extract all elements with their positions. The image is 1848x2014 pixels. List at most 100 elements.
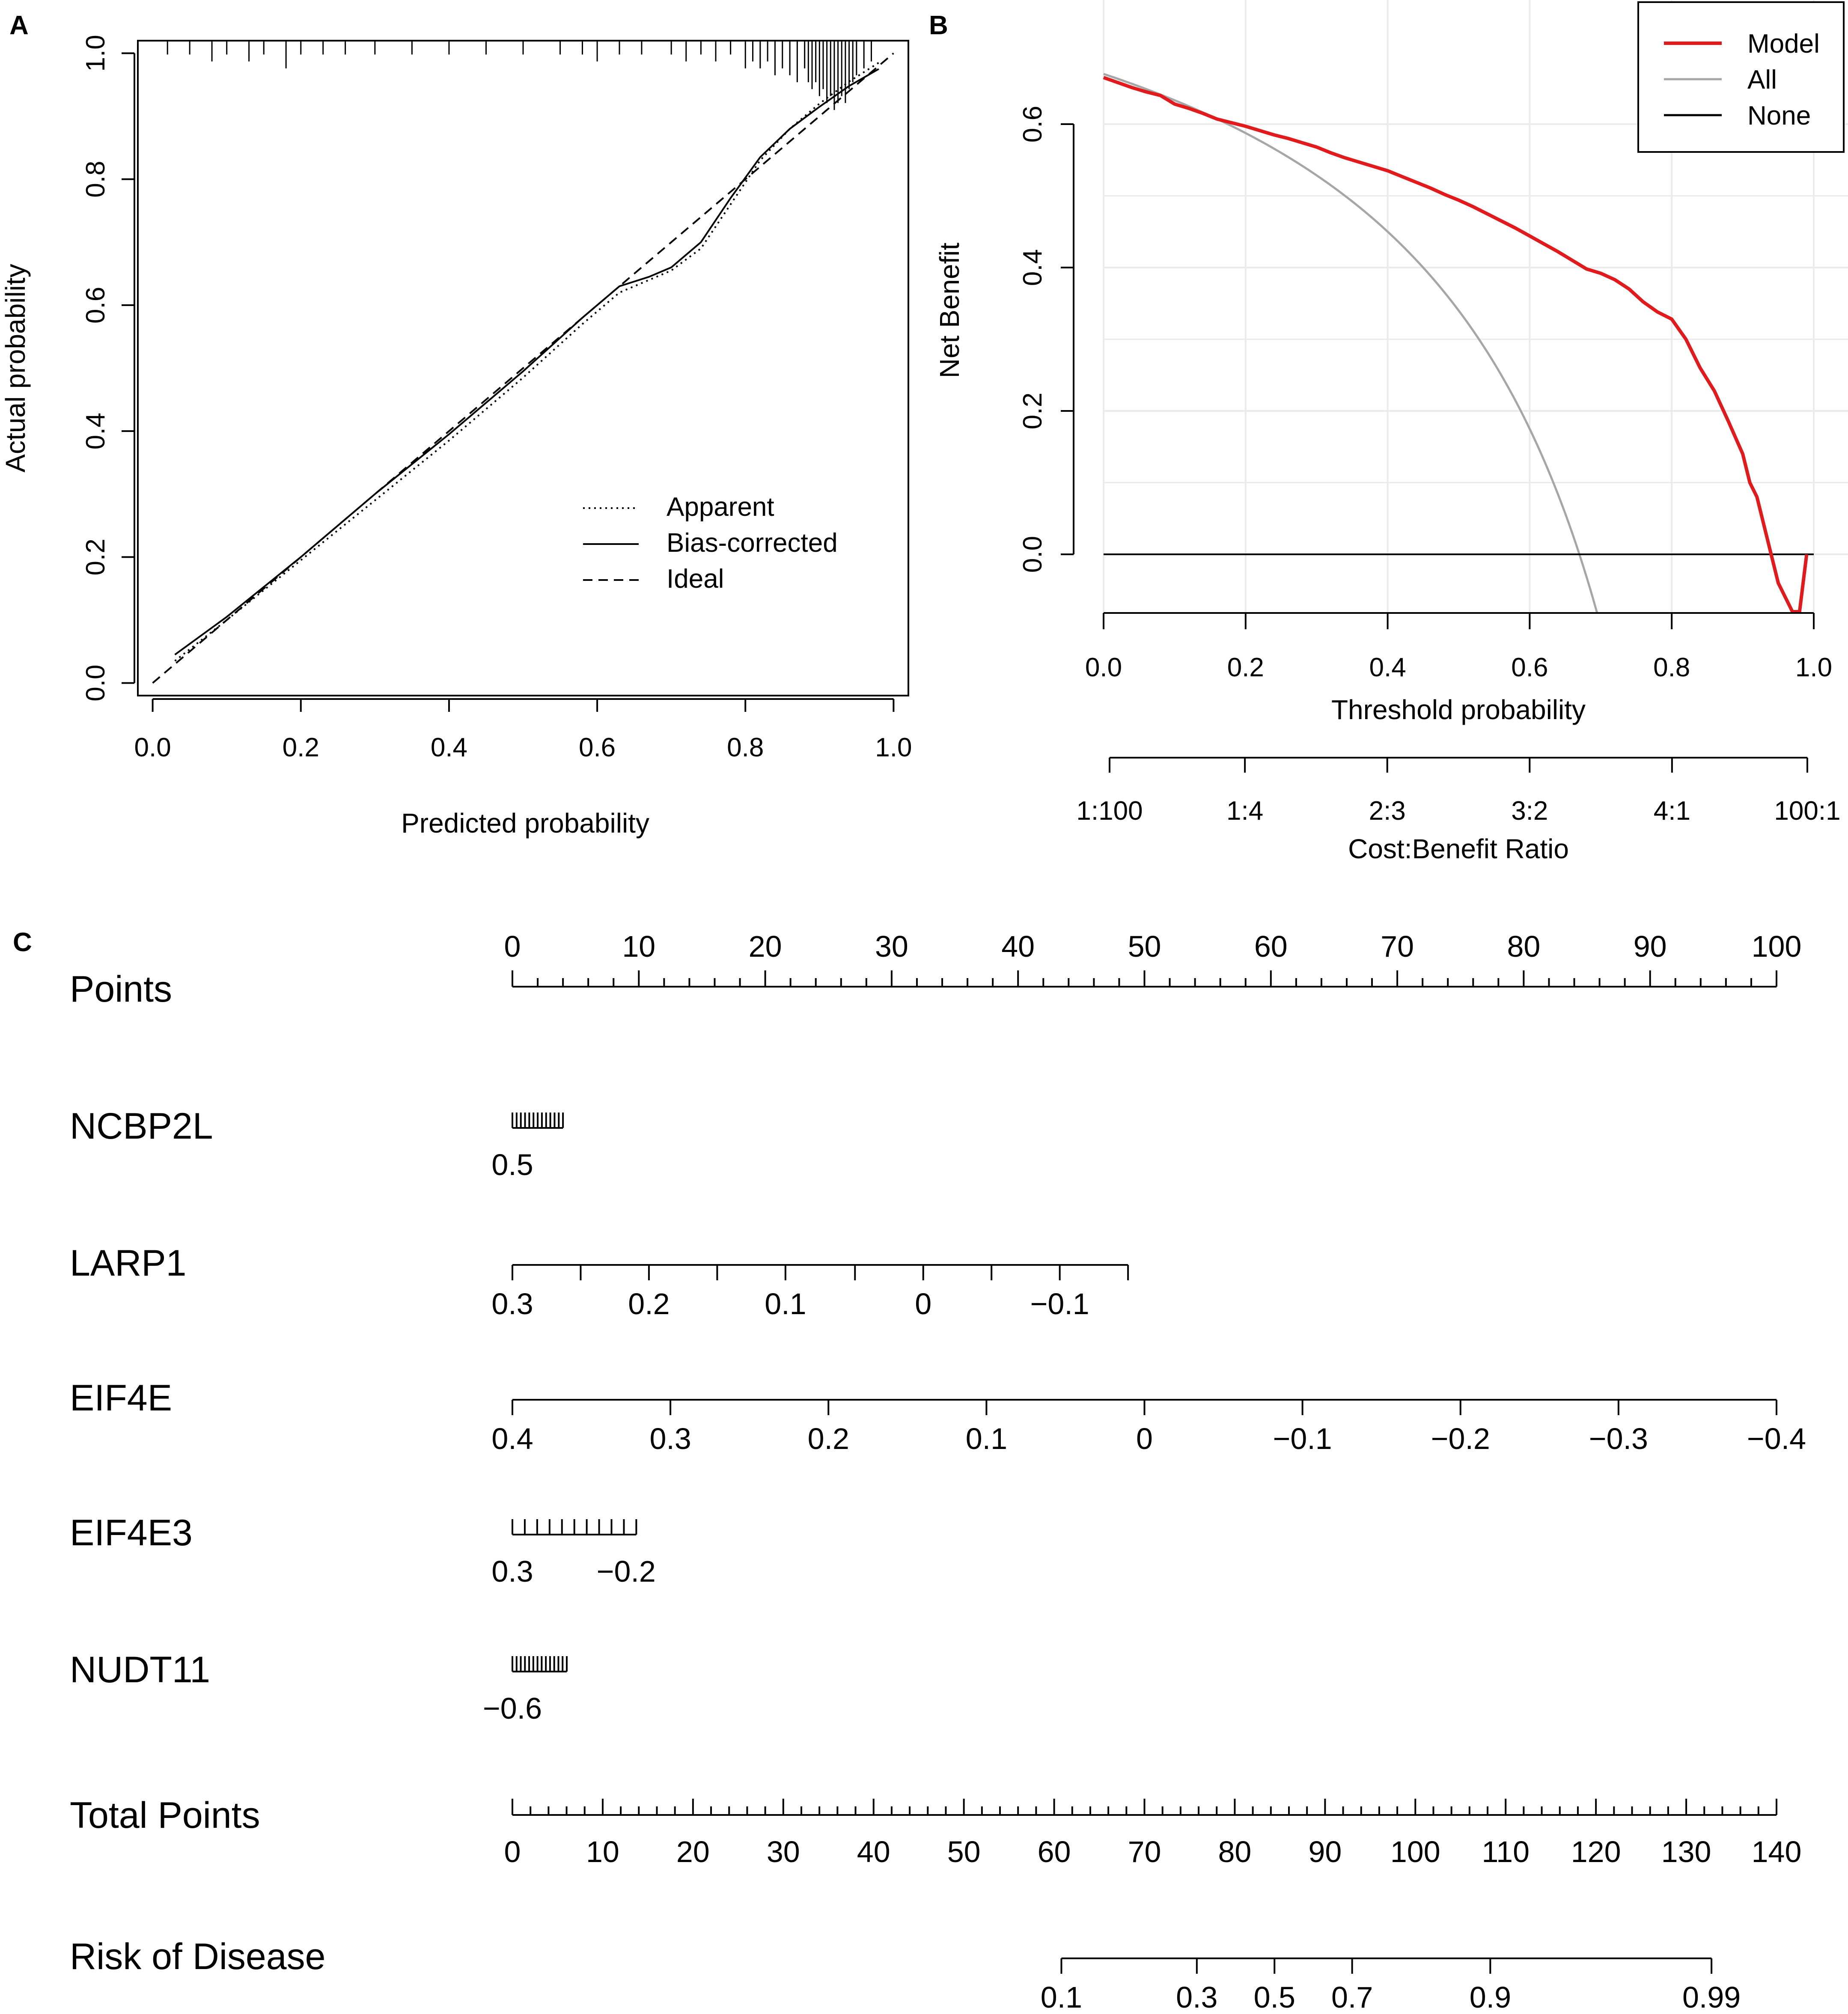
nomogram-tick-label: 0 bbox=[504, 930, 521, 963]
calibration-x-tick-label: 0.6 bbox=[579, 733, 616, 762]
decision-y-tick-label: 0.4 bbox=[1018, 249, 1047, 286]
nomogram-tick-label: 100 bbox=[1390, 1835, 1440, 1868]
nomogram-tick-label: 90 bbox=[1308, 1835, 1342, 1868]
nomogram-tick-label: 0.1 bbox=[765, 1287, 806, 1321]
decision-x-tick-label: 0.8 bbox=[1653, 653, 1690, 682]
nomogram-row-name: Total Points bbox=[70, 1795, 260, 1836]
nomogram-tick-label: −0.3 bbox=[1589, 1422, 1648, 1455]
decision-curve-plot-area: 0.0 0.2 0.4 0.6 0.0 0.2 0.4 0.6 0.8 1.0 1:100 1:4 2:… bbox=[1018, 0, 1848, 826]
calibration-legend-label: Bias-corrected bbox=[667, 528, 838, 558]
nomogram-tick-label: 120 bbox=[1571, 1835, 1621, 1868]
nomogram-tick-label: 40 bbox=[857, 1835, 890, 1868]
panel-label-a: A bbox=[9, 11, 29, 40]
nomogram-tick-label: 0.5 bbox=[1254, 1981, 1295, 2014]
nomogram-row-larp1: LARP1 0.3 0.2 0.1 0 −0.1 bbox=[70, 1243, 1129, 1321]
nomogram-tick-label: −0.1 bbox=[1273, 1422, 1332, 1455]
calibration-x-tick-label: 0.2 bbox=[283, 733, 319, 762]
nomogram-tick-label: 0.3 bbox=[491, 1555, 533, 1588]
nomogram-tick-label: −0.2 bbox=[597, 1555, 656, 1588]
nomogram-tick-label: 130 bbox=[1661, 1835, 1711, 1868]
cost-benefit-tick-label: 1:100 bbox=[1076, 796, 1143, 826]
nomogram-tick-label: 0.2 bbox=[628, 1287, 670, 1321]
nomogram-tick-label: 140 bbox=[1752, 1835, 1802, 1868]
nomogram-tick-label: 20 bbox=[676, 1835, 710, 1868]
nomogram-tick-label: 60 bbox=[1038, 1835, 1071, 1868]
nomogram-tick-label: 70 bbox=[1381, 930, 1414, 963]
calibration-legend-label: Apparent bbox=[667, 492, 774, 522]
nomogram-tick-label: 0.4 bbox=[491, 1422, 533, 1455]
calibration-x-tick-label: 0.4 bbox=[431, 733, 467, 762]
nomogram-row-ncbp2l: NCBP2L 0.5 bbox=[70, 1106, 564, 1181]
calibration-y-tick-label: 0.0 bbox=[81, 664, 110, 701]
nomogram-tick-label: 30 bbox=[875, 930, 908, 963]
calibration-y-tick-label: 1.0 bbox=[81, 35, 110, 71]
decision-x-tick-label: 0.2 bbox=[1227, 653, 1264, 682]
decision-x-tick-label: 1.0 bbox=[1795, 653, 1832, 682]
nomogram-tick-label: −0.1 bbox=[1030, 1287, 1089, 1321]
nomogram-tick-label: 50 bbox=[1128, 930, 1161, 963]
nomogram-tick-label: −0.2 bbox=[1431, 1422, 1490, 1455]
decision-y-tick-label: 0.0 bbox=[1018, 536, 1047, 573]
nomogram-row-name: EIF4E bbox=[70, 1377, 172, 1419]
nomogram-tick-label: 60 bbox=[1254, 930, 1288, 963]
nomogram-tick-label: 0.1 bbox=[1041, 1981, 1082, 2014]
decision-x-axis-title: Threshold probability bbox=[1331, 694, 1586, 725]
nomogram-tick-label: 110 bbox=[1482, 1835, 1530, 1868]
panel-label-b: B bbox=[929, 11, 948, 40]
decision-x-tick-label: 0.4 bbox=[1369, 653, 1406, 682]
decision-y-tick-label: 0.6 bbox=[1018, 106, 1047, 143]
nomogram-tick-label: 40 bbox=[1001, 930, 1035, 963]
cost-benefit-tick-label: 3:2 bbox=[1511, 796, 1548, 826]
nomogram-tick-label: 70 bbox=[1128, 1835, 1161, 1868]
nomogram-row-nudt11: NUDT11 −0.6 bbox=[70, 1649, 568, 1725]
nomogram-tick-label: 0.5 bbox=[491, 1148, 533, 1181]
nomogram-tick-label: 0 bbox=[1136, 1422, 1153, 1455]
nomogram-tick-label: 10 bbox=[586, 1835, 619, 1868]
calibration-plot-area: 0.0 0.2 0.4 0.6 0.8 1.0 0.0 0.2 0.4 0.6 0.8 1.0 Appa… bbox=[81, 35, 912, 762]
nomogram-tick-label: 20 bbox=[749, 930, 782, 963]
calibration-x-tick-label: 0.8 bbox=[727, 733, 764, 762]
nomogram-tick-label: 80 bbox=[1218, 1835, 1251, 1868]
decision-legend-label: Model bbox=[1747, 29, 1820, 59]
calibration-series-solid bbox=[174, 68, 879, 655]
cost-benefit-tick-label: 4:1 bbox=[1654, 796, 1690, 826]
calibration-legend-label: Ideal bbox=[667, 564, 724, 594]
decision-x-tick-label: 0.6 bbox=[1511, 653, 1548, 682]
nomogram-row-points: Points 0 10 20 30 40 50 60 70 80 90 100 bbox=[70, 930, 1801, 1010]
nomogram-row-total-points: Total Points 0 10 20 30 40 50 60 70 80 90 100 110 120… bbox=[70, 1795, 1801, 1868]
cost-benefit-tick-label: 1:4 bbox=[1226, 796, 1263, 826]
calibration-y-tick-label: 0.6 bbox=[81, 287, 110, 324]
decision-legend-box bbox=[1637, 1, 1845, 153]
panel-label-c: C bbox=[13, 928, 32, 957]
nomogram-row-name: Points bbox=[70, 969, 172, 1010]
nomogram-tick-label: 0.3 bbox=[491, 1287, 533, 1321]
nomogram-row-name: NCBP2L bbox=[70, 1106, 213, 1147]
cost-benefit-tick-label: 100:1 bbox=[1774, 796, 1840, 826]
nomogram-tick-label: 30 bbox=[767, 1835, 800, 1868]
calibration-series-dashed bbox=[152, 52, 894, 684]
nomogram-row-eif4e3: EIF4E3 0.3 −0.2 bbox=[70, 1512, 656, 1588]
nomogram-tick-label: 0.2 bbox=[808, 1422, 849, 1455]
nomogram-row-risk: Risk of Disease 0.1 0.3 0.5 0.7 0.9 0.99 bbox=[70, 1936, 1741, 2014]
calibration-chart: A 0.0 0.2 0.4 0.6 0.8 1.0 0.0 0.2 0.4 0.6 0.8 1.0 Ap… bbox=[0, 11, 912, 839]
nomogram-tick-label: 10 bbox=[622, 930, 655, 963]
calibration-x-axis-title: Predicted probability bbox=[401, 808, 649, 839]
nomogram-row-name: NUDT11 bbox=[70, 1649, 210, 1690]
calibration-y-tick-label: 0.4 bbox=[81, 413, 110, 449]
nomogram-tick-label: 100 bbox=[1752, 930, 1802, 963]
nomogram-tick-label: 0.1 bbox=[966, 1422, 1007, 1455]
nomogram-tick-label: 0.3 bbox=[1176, 1981, 1217, 2014]
nomogram-row-name: LARP1 bbox=[70, 1243, 187, 1284]
nomogram-tick-label: 80 bbox=[1507, 930, 1540, 963]
nomogram-row-name: EIF4E3 bbox=[70, 1512, 193, 1553]
decision-legend-label: None bbox=[1747, 101, 1811, 131]
nomogram-tick-label: −0.4 bbox=[1747, 1422, 1806, 1455]
calibration-x-tick-label: 1.0 bbox=[875, 733, 912, 762]
decision-series-model bbox=[1103, 76, 1809, 613]
calibration-y-tick-label: 0.8 bbox=[81, 161, 110, 198]
decision-curve-chart: B 0.0 0.2 0.4 0.6 0.0 0.2 0.4 0.6 0.8 1.0 1:100 1:4… bbox=[929, 0, 1848, 864]
calibration-y-axis-title: Actual probability bbox=[0, 264, 31, 472]
